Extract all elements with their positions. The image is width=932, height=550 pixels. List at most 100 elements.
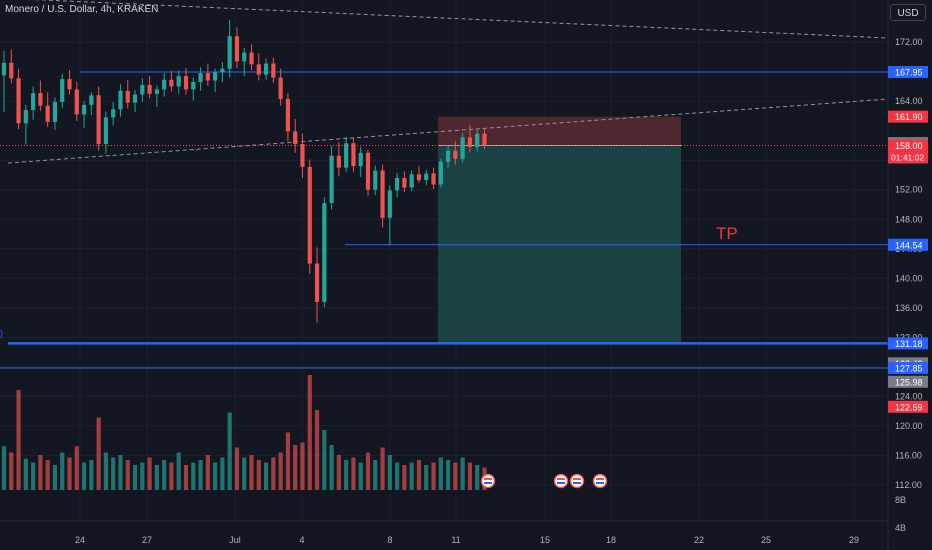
volume-bar [176, 452, 181, 490]
volume-bar [460, 457, 465, 490]
price-label-box [888, 361, 928, 374]
volume-bar [431, 462, 436, 490]
candle [45, 105, 50, 122]
price-tick-label: 112.00 [895, 480, 922, 490]
candle [60, 79, 65, 102]
candle [373, 170, 378, 190]
price-axis [888, 0, 932, 550]
candle [416, 174, 422, 181]
symbol-title: Monero / U.S. Dollar, 4h, KRAKEN [5, 4, 159, 15]
volume-bar [38, 455, 43, 490]
price-tick-label: 140.00 [895, 273, 923, 283]
time-tick-label: Jul [229, 535, 241, 545]
currency-button[interactable]: USD [890, 4, 926, 21]
price-label-box [888, 66, 928, 79]
volume-bar [395, 462, 400, 490]
candle [482, 133, 487, 146]
candle [453, 150, 458, 159]
trend-line-upper [33, 0, 889, 39]
candle [467, 137, 473, 147]
volume-bar [453, 462, 458, 490]
volume-bar [380, 447, 385, 490]
volume-bar [111, 457, 116, 490]
price-label: 127.85 [895, 363, 923, 373]
volume-bar [351, 457, 356, 490]
volume-bar [96, 417, 101, 490]
price-tick-label: 136.00 [895, 303, 923, 313]
volume-bar [16, 390, 21, 490]
time-tick-label: 15 [540, 535, 550, 545]
volume-bar [344, 460, 349, 490]
candle [263, 63, 269, 75]
volume-bar [467, 462, 473, 490]
candle [162, 79, 167, 90]
volume-bar [1, 446, 7, 490]
volume-bar [409, 462, 414, 490]
price-tick-label: 124.00 [895, 391, 923, 401]
volume-bar [60, 452, 65, 490]
volume-bar [154, 465, 159, 490]
candle [9, 62, 14, 79]
candle [140, 84, 145, 95]
volume-bar [89, 460, 94, 490]
volume-bar [285, 432, 291, 490]
countdown-box [888, 151, 928, 164]
candle [31, 93, 36, 111]
time-tick-label: 8 [387, 535, 392, 545]
volume-bar [23, 458, 28, 490]
candle [278, 77, 283, 99]
price-tick-label: 172.00 [895, 37, 923, 47]
volume-bar [387, 455, 392, 490]
countdown-label: 01:41:02 [891, 152, 924, 162]
candle [52, 101, 58, 122]
price-tick-label: 164.00 [895, 96, 923, 106]
candle [154, 89, 159, 94]
candle [358, 152, 363, 167]
candle [424, 173, 429, 181]
volume-bar [205, 455, 210, 490]
volume-bar [249, 455, 254, 490]
candle [1, 62, 7, 76]
candle [329, 155, 334, 204]
volume-bar [278, 452, 283, 490]
candle [38, 93, 43, 106]
volume-bar [416, 460, 422, 490]
price-label: 122.59 [895, 402, 923, 412]
volume-bar [322, 430, 327, 490]
volume-bar [329, 445, 334, 490]
volume-bar [198, 460, 203, 490]
candle [395, 177, 400, 191]
candle [475, 133, 480, 147]
candle [336, 155, 341, 168]
time-tick-label: 22 [694, 535, 704, 545]
volume-bar [445, 460, 451, 490]
volume-bar [169, 462, 174, 490]
event-flag-icon [480, 473, 496, 489]
candle [314, 263, 320, 302]
stop-zone [438, 116, 681, 146]
candle [205, 73, 210, 81]
price-label-box [888, 139, 928, 152]
price-label-box [888, 238, 928, 251]
volume-bar [438, 457, 443, 490]
event-flag-icon [569, 473, 585, 489]
candle [445, 150, 451, 162]
candle [125, 90, 130, 103]
volume-bar [9, 452, 14, 490]
volume-bar [402, 465, 407, 490]
volume-bar [358, 462, 363, 490]
candle [409, 174, 414, 188]
volume-tick-label: 8B [895, 495, 906, 505]
volume-bar [336, 455, 341, 490]
candle [249, 52, 254, 65]
candle [242, 52, 247, 62]
volume-bar [81, 462, 87, 490]
candle [220, 68, 225, 73]
volume-bar [424, 465, 429, 490]
volume-bar [118, 455, 123, 490]
price-label-box [888, 337, 928, 350]
candle [351, 143, 356, 167]
time-tick-label: 4 [299, 535, 304, 545]
